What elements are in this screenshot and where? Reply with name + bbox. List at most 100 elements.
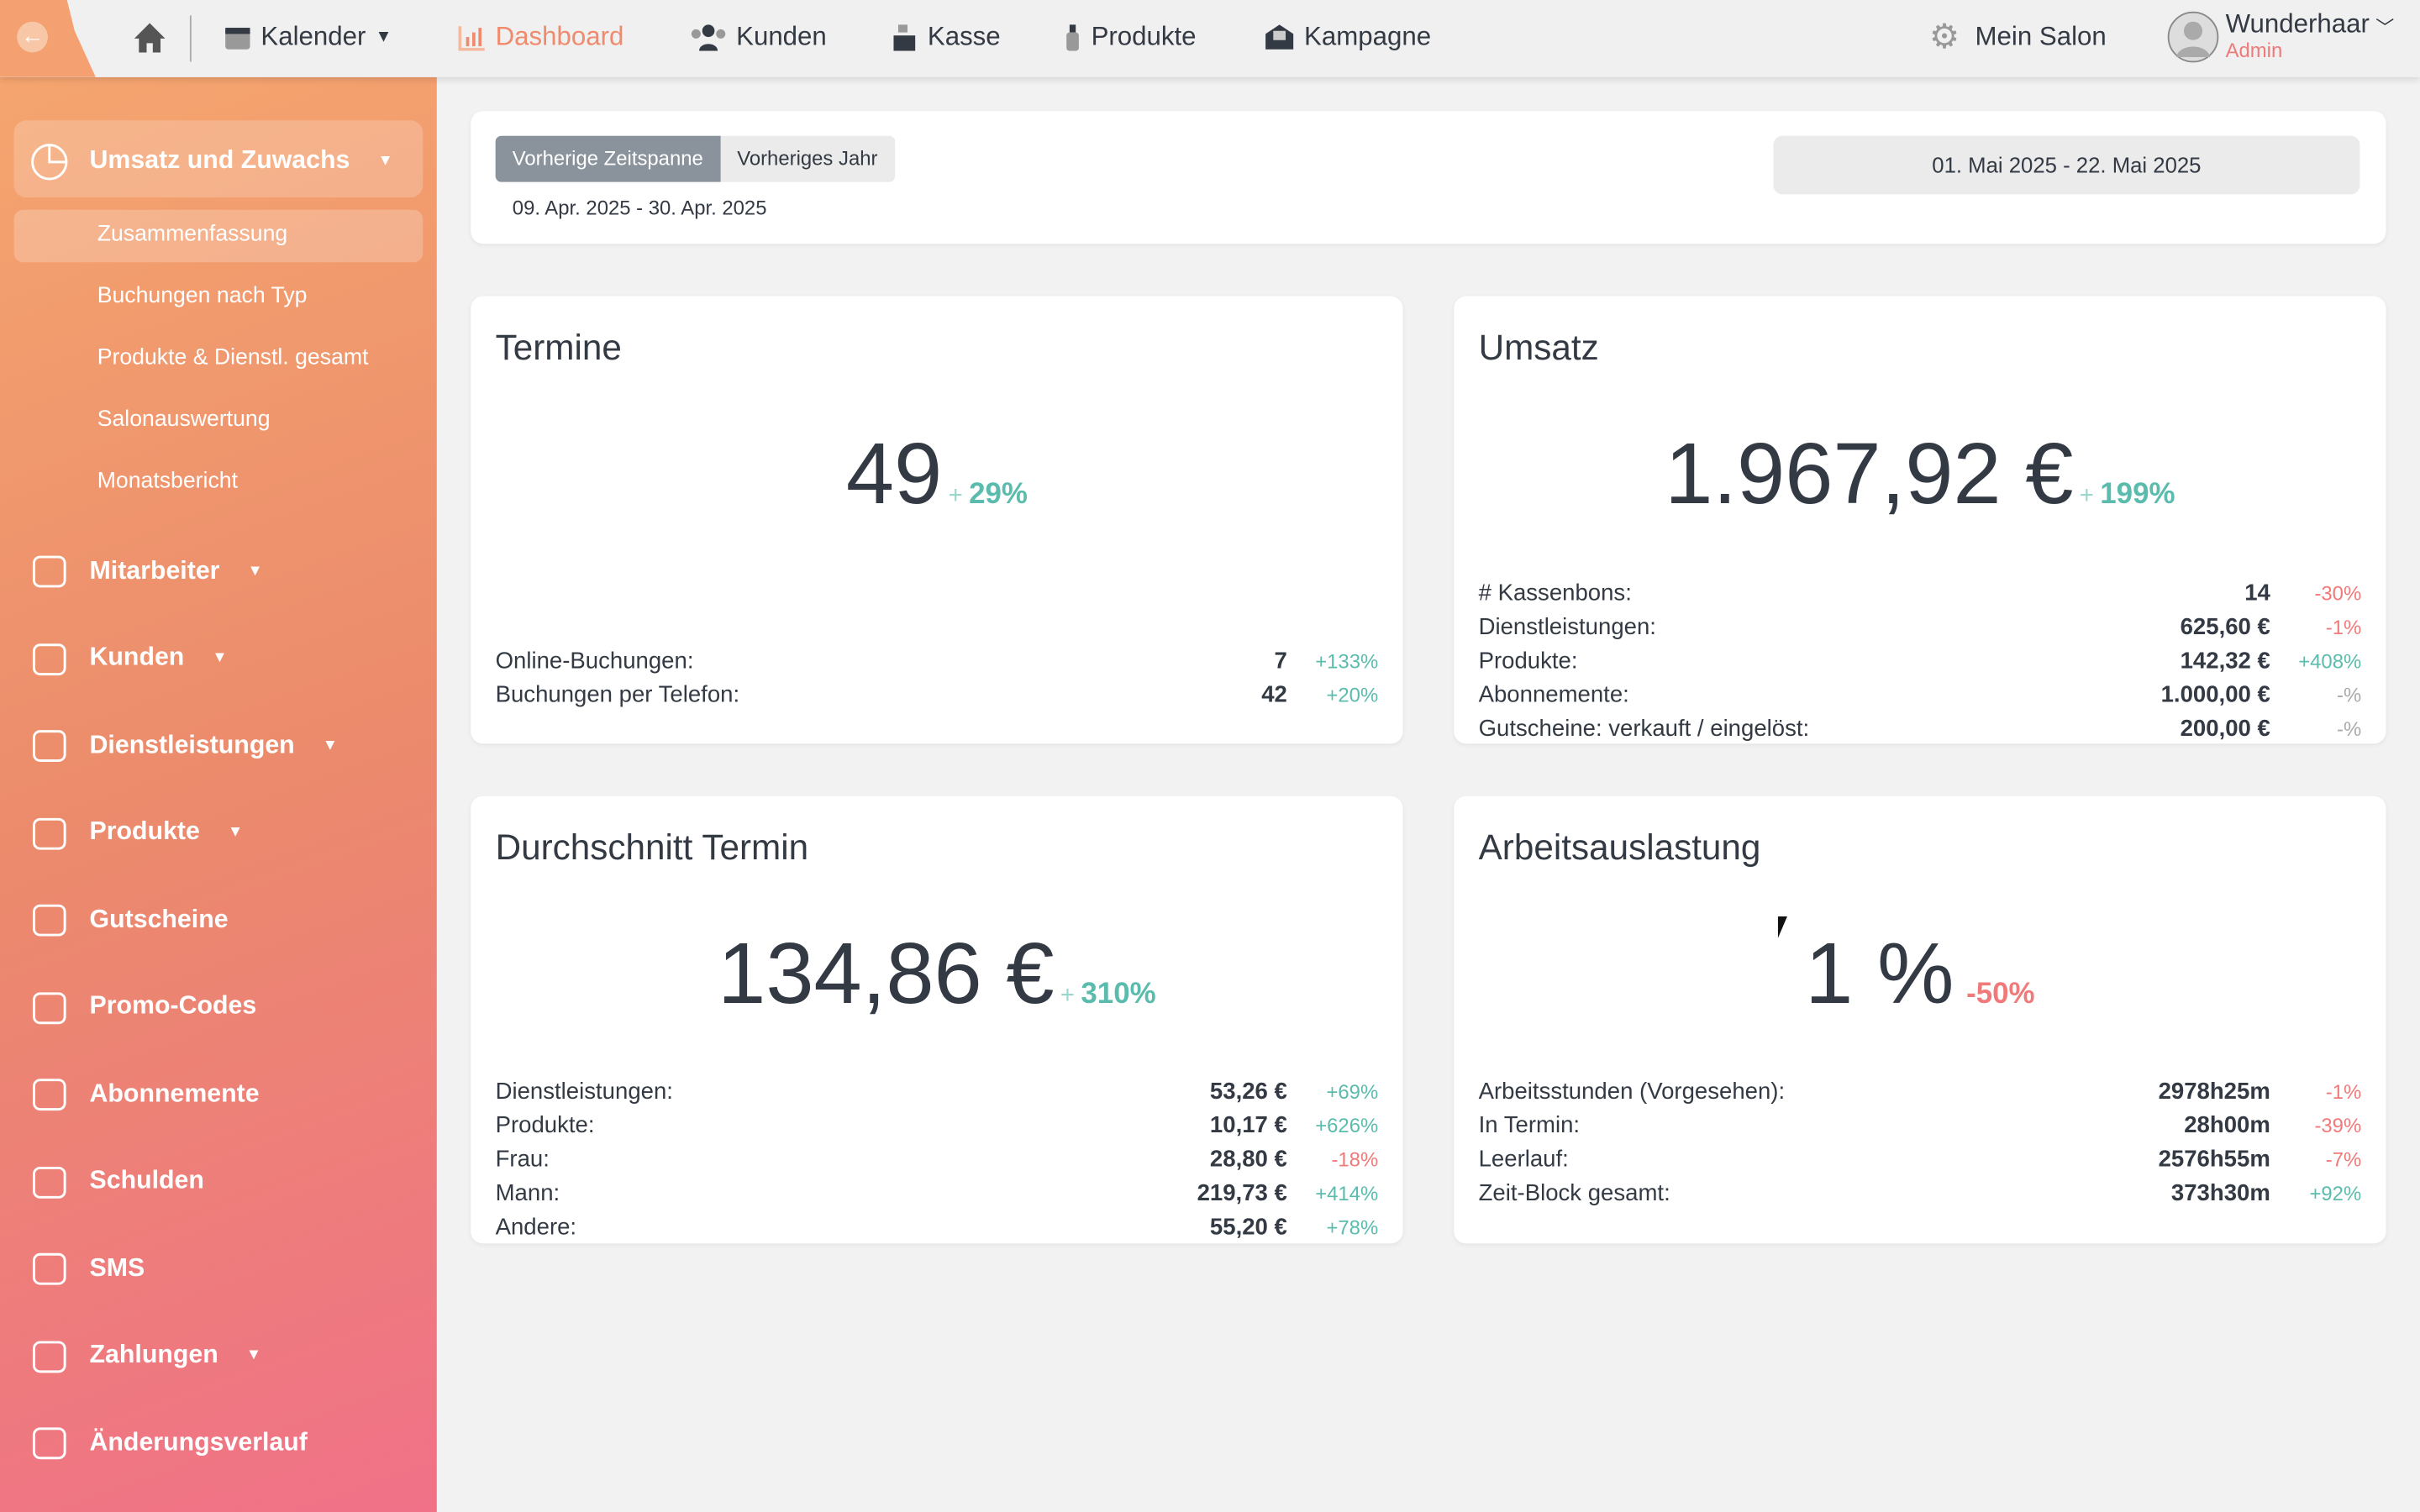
sidebar-item-gutscheine[interactable]: Gutscheine bbox=[28, 898, 229, 941]
sidebar-label: Abonnemente bbox=[89, 1079, 260, 1107]
nav-kampagne[interactable]: Kampagne bbox=[1264, 0, 1431, 74]
row-change: +92% bbox=[2309, 1181, 2362, 1205]
detail-rows: Dienstleistungen: 53,26 € +69% Produkte: 10,… bbox=[496, 1075, 1379, 1245]
kpi-value: 1 % bbox=[1805, 924, 1954, 1021]
sidebar-item-dienstleistungen[interactable]: Dienstleistungen ▼ bbox=[28, 723, 338, 766]
nav-kunden[interactable]: Kunden bbox=[690, 0, 827, 74]
row-value: 142,32 € bbox=[2180, 648, 2270, 675]
mein-salon-button[interactable]: ⚙ Mein Salon bbox=[1929, 0, 2107, 74]
row-value: 200,00 € bbox=[2180, 716, 2270, 743]
nav-dashboard[interactable]: Dashboard bbox=[458, 0, 624, 74]
row-label: Arbeitsstunden (Vorgesehen): bbox=[1478, 1078, 1786, 1105]
option-vorherige-zeitspanne[interactable]: Vorherige Zeitspanne bbox=[495, 135, 721, 182]
envelope-icon bbox=[1265, 24, 1294, 50]
row-change: -1% bbox=[2325, 615, 2362, 639]
option-vorheriges-jahr[interactable]: Vorheriges Jahr bbox=[720, 135, 895, 182]
detail-row: Abonnemente: 1.000,00 € -% bbox=[1479, 679, 2362, 712]
caret-down-icon: ▼ bbox=[227, 823, 244, 842]
sidebar-item-sms[interactable]: SMS bbox=[28, 1247, 145, 1289]
sidebar-item-umsatz[interactable]: Umsatz und Zuwachs ▼ bbox=[28, 139, 393, 181]
arrow-left-icon: ← bbox=[17, 21, 48, 53]
detail-row: Zeit-Block gesamt: 373h30m +92% bbox=[1479, 1177, 2362, 1210]
row-label: Gutscheine: verkauft / eingelöst: bbox=[1478, 716, 1810, 743]
nav-kalender[interactable]: Kalender ▼ bbox=[224, 0, 392, 74]
detail-row: Buchungen per Telefon: 42 +20% bbox=[496, 679, 1379, 712]
row-change: +408% bbox=[2298, 649, 2362, 673]
row-change: +20% bbox=[1326, 683, 1379, 707]
sidebar-item-mitarbeiter[interactable]: Mitarbeiter ▼ bbox=[28, 549, 263, 592]
home-button[interactable] bbox=[131, 0, 168, 74]
sidebar-item-schulden[interactable]: Schulden bbox=[28, 1159, 204, 1202]
pie-chart-icon bbox=[31, 144, 68, 181]
nav-label: Kasse bbox=[927, 21, 1001, 51]
card-umsatz: Umsatz 1.967,92 € +199% # Kassenbons: 14 -30%… bbox=[1454, 296, 2386, 744]
row-change: -18% bbox=[1331, 1147, 1379, 1172]
compare-toggle: Vorherige Zeitspanne Vorheriges Jahr bbox=[495, 135, 895, 182]
nav-label: Kampagne bbox=[1304, 21, 1432, 51]
user-menu[interactable]: Wunderhaar Admin ﹀ bbox=[2167, 0, 2394, 74]
kpi-change: -50% bbox=[1966, 978, 2035, 1011]
sidebar-label: Änderungsverlauf bbox=[89, 1427, 308, 1456]
home-icon bbox=[134, 23, 166, 53]
sidebar-subitem[interactable]: Zusammenfassung bbox=[97, 222, 288, 247]
detail-rows: Arbeitsstunden (Vorgesehen): 2978h25m -1% I… bbox=[1479, 1075, 2362, 1211]
sidebar-subitem[interactable]: Produkte & Dienstl. gesamt bbox=[97, 345, 369, 370]
user-circle-icon bbox=[32, 555, 66, 588]
row-change: -39% bbox=[2314, 1114, 2362, 1137]
kpi: 134,86 € +310% bbox=[471, 922, 1402, 1022]
sidebar-label: Kunden bbox=[89, 643, 185, 671]
kpi: 1 % -50% bbox=[1454, 922, 2386, 1022]
row-value: 42 bbox=[1261, 681, 1287, 709]
nav-kasse[interactable]: Kasse bbox=[891, 0, 1001, 74]
users-icon bbox=[32, 643, 66, 675]
sidebar-subitem[interactable]: Salonauswertung bbox=[97, 407, 271, 433]
sidebar-item-kunden[interactable]: Kunden ▼ bbox=[28, 637, 228, 680]
avatar bbox=[2167, 11, 2219, 63]
sidebar-subitem[interactable]: Buchungen nach Typ bbox=[97, 283, 308, 309]
nav-produkte[interactable]: Produkte bbox=[1064, 0, 1197, 74]
detail-row: Dienstleistungen: 625,60 € -1% bbox=[1479, 611, 2362, 644]
row-label: Produkte: bbox=[495, 1112, 595, 1139]
sidebar-item-änderungsverlauf[interactable]: Änderungsverlauf bbox=[28, 1421, 308, 1464]
row-label: Abonnemente: bbox=[1478, 681, 1629, 709]
row-value: 53,26 € bbox=[1209, 1078, 1287, 1105]
row-change: +78% bbox=[1326, 1215, 1379, 1239]
back-button[interactable]: ← bbox=[0, 0, 96, 77]
card-title: Termine bbox=[495, 327, 622, 368]
user-name: Wunderhaar bbox=[2225, 9, 2370, 39]
nav-label: Kalender bbox=[260, 21, 366, 51]
sms-bubble-icon bbox=[32, 1252, 66, 1285]
row-change: -7% bbox=[2325, 1147, 2362, 1172]
sidebar-item-produkte[interactable]: Produkte ▼ bbox=[28, 811, 243, 853]
date-range-picker[interactable]: 01. Mai 2025 - 22. Mai 2025 bbox=[1773, 135, 2360, 195]
row-change: -% bbox=[2337, 683, 2362, 707]
card-durchschnitt-termin: Durchschnitt Termin 134,86 € +310% Dienstle… bbox=[471, 795, 1403, 1245]
row-value: 28,80 € bbox=[1209, 1146, 1287, 1173]
sidebar-item-zahlungen[interactable]: Zahlungen ▼ bbox=[28, 1334, 261, 1377]
row-label: Frau: bbox=[495, 1146, 550, 1173]
sidebar-label: Umsatz und Zuwachs bbox=[89, 145, 350, 174]
detail-row: Produkte: 10,17 € +626% bbox=[496, 1110, 1379, 1143]
row-label: Online-Buchungen: bbox=[495, 648, 694, 675]
calendar-icon bbox=[225, 28, 250, 50]
nav-label: Kunden bbox=[736, 21, 827, 51]
user-role: Admin bbox=[2225, 38, 2283, 62]
sidebar-section-active bbox=[13, 120, 424, 198]
clipboard-icon bbox=[32, 1427, 66, 1460]
sidebar-subitem[interactable]: Monatsbericht bbox=[97, 469, 239, 494]
row-label: Produkte: bbox=[1478, 648, 1578, 675]
card-title: Umsatz bbox=[1478, 327, 1599, 368]
sidebar-item-abonnemente[interactable]: Abonnemente bbox=[28, 1073, 260, 1116]
sidebar-item-promo-codes[interactable]: Promo-Codes bbox=[28, 985, 256, 1028]
settings-label: Mein Salon bbox=[1975, 21, 2107, 51]
detail-row: In Termin: 28h00m -39% bbox=[1479, 1110, 2362, 1143]
sidebar: Umsatz und Zuwachs ▼ Zusammenfassung Buch… bbox=[0, 76, 437, 1512]
cash-register-icon bbox=[893, 24, 916, 51]
nav-label: Dashboard bbox=[495, 21, 624, 51]
detail-row: Dienstleistungen: 53,26 € +69% bbox=[496, 1075, 1379, 1109]
row-label: In Termin: bbox=[1478, 1112, 1581, 1139]
sidebar-label: Produkte bbox=[89, 817, 200, 846]
row-label: Buchungen per Telefon: bbox=[495, 681, 740, 709]
credit-card-icon bbox=[32, 1340, 66, 1373]
list-icon bbox=[32, 730, 66, 762]
